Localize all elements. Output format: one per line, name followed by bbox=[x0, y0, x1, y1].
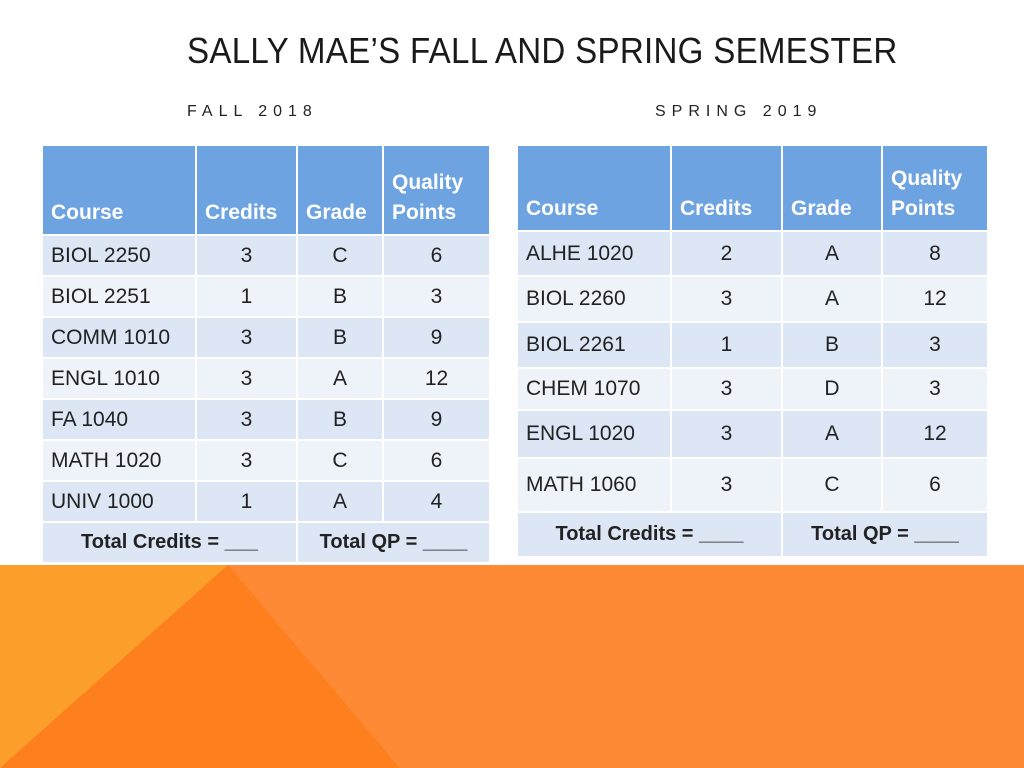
grade-cell: A bbox=[781, 230, 883, 277]
quality-points-cell: 9 bbox=[382, 316, 491, 359]
quality-points-cell: 12 bbox=[881, 275, 989, 323]
grade-column-header: Grade bbox=[781, 144, 883, 232]
grade-cell: B bbox=[296, 316, 384, 359]
header-quality-line: Quality bbox=[392, 171, 464, 194]
table-header-row: Course Credits Grade Quality Points bbox=[516, 144, 989, 232]
grade-cell: A bbox=[296, 480, 384, 523]
quality-points-column-header: Quality Points bbox=[382, 144, 491, 236]
fall-grades-table: Course Credits Grade Quality Points BIOL … bbox=[41, 144, 491, 564]
quality-points-cell: 3 bbox=[881, 367, 989, 411]
credits-cell: 1 bbox=[670, 321, 783, 369]
credits-cell: 3 bbox=[670, 457, 783, 513]
table-row: BIOL 2251 1 B 3 bbox=[41, 275, 491, 318]
table-row: ENGL 1010 3 A 12 bbox=[41, 357, 491, 400]
credits-cell: 3 bbox=[670, 367, 783, 411]
grade-cell: C bbox=[781, 457, 883, 513]
course-cell: ALHE 1020 bbox=[516, 230, 672, 277]
credits-cell: 3 bbox=[195, 234, 298, 277]
quality-points-cell: 8 bbox=[881, 230, 989, 277]
grade-cell: B bbox=[781, 321, 883, 369]
table-row: BIOL 2260 3 A 12 bbox=[516, 275, 989, 323]
grade-cell: A bbox=[296, 357, 384, 400]
credits-cell: 3 bbox=[195, 398, 298, 441]
course-cell: BIOL 2251 bbox=[41, 275, 197, 318]
credits-column-header: Credits bbox=[670, 144, 783, 232]
quality-points-cell: 3 bbox=[382, 275, 491, 318]
grade-cell: A bbox=[781, 409, 883, 459]
table-row: FA 1040 3 B 9 bbox=[41, 398, 491, 441]
quality-points-cell: 9 bbox=[382, 398, 491, 441]
table-row: UNIV 1000 1 A 4 bbox=[41, 480, 491, 523]
grade-cell: C bbox=[296, 234, 384, 277]
course-cell: BIOL 2260 bbox=[516, 275, 672, 323]
quality-points-cell: 12 bbox=[382, 357, 491, 400]
totals-row: Total Credits = ___ Total QP = ____ bbox=[41, 521, 491, 564]
total-qp-text: Total QP = ____ bbox=[296, 521, 491, 564]
total-credits-text: Total Credits = ____ bbox=[516, 511, 783, 558]
quality-points-cell: 12 bbox=[881, 409, 989, 459]
quality-points-cell: 6 bbox=[382, 439, 491, 482]
totals-row: Total Credits = ____ Total QP = ____ bbox=[516, 511, 989, 558]
course-cell: ENGL 1010 bbox=[41, 357, 197, 400]
grade-column-header: Grade bbox=[296, 144, 384, 236]
header-points-line: Points bbox=[392, 201, 457, 224]
spring-semester-label: SPRING 2019 bbox=[655, 103, 823, 120]
header-quality-line: Quality bbox=[891, 167, 963, 190]
course-cell: BIOL 2261 bbox=[516, 321, 672, 369]
grade-cell: C bbox=[296, 439, 384, 482]
course-cell: FA 1040 bbox=[41, 398, 197, 441]
quality-points-cell: 3 bbox=[881, 321, 989, 369]
credits-cell: 1 bbox=[195, 480, 298, 523]
course-cell: ENGL 1020 bbox=[516, 409, 672, 459]
course-cell: CHEM 1070 bbox=[516, 367, 672, 411]
grade-cell: A bbox=[781, 275, 883, 323]
credits-column-header: Credits bbox=[195, 144, 298, 236]
credits-cell: 3 bbox=[670, 275, 783, 323]
course-column-header: Course bbox=[516, 144, 672, 232]
table-row: BIOL 2261 1 B 3 bbox=[516, 321, 989, 369]
grade-cell: B bbox=[296, 398, 384, 441]
table-header-row: Course Credits Grade Quality Points bbox=[41, 144, 491, 236]
course-cell: BIOL 2250 bbox=[41, 234, 197, 277]
table-row: MATH 1020 3 C 6 bbox=[41, 439, 491, 482]
quality-points-column-header: Quality Points bbox=[881, 144, 989, 232]
quality-points-cell: 4 bbox=[382, 480, 491, 523]
course-cell: MATH 1020 bbox=[41, 439, 197, 482]
credits-cell: 3 bbox=[195, 357, 298, 400]
orange-decorative-band bbox=[0, 565, 1024, 768]
credits-cell: 3 bbox=[670, 409, 783, 459]
table-row: BIOL 2250 3 C 6 bbox=[41, 234, 491, 277]
total-qp-text: Total QP = ____ bbox=[781, 511, 989, 558]
credits-cell: 3 bbox=[195, 316, 298, 359]
credits-cell: 2 bbox=[670, 230, 783, 277]
course-column-header: Course bbox=[41, 144, 197, 236]
table-row: CHEM 1070 3 D 3 bbox=[516, 367, 989, 411]
table-row: ENGL 1020 3 A 12 bbox=[516, 409, 989, 459]
total-credits-text: Total Credits = ___ bbox=[41, 521, 298, 564]
quality-points-cell: 6 bbox=[382, 234, 491, 277]
quality-points-cell: 6 bbox=[881, 457, 989, 513]
spring-grades-table: Course Credits Grade Quality Points ALHE … bbox=[516, 144, 989, 558]
course-cell: MATH 1060 bbox=[516, 457, 672, 513]
credits-cell: 3 bbox=[195, 439, 298, 482]
header-points-line: Points bbox=[891, 197, 956, 220]
credits-cell: 1 bbox=[195, 275, 298, 318]
orange-band-middle-triangle bbox=[0, 565, 400, 768]
slide-title: SALLY MAE’S FALL AND SPRING SEMESTER bbox=[187, 30, 898, 71]
grade-cell: D bbox=[781, 367, 883, 411]
table-row: ALHE 1020 2 A 8 bbox=[516, 230, 989, 277]
course-cell: UNIV 1000 bbox=[41, 480, 197, 523]
table-row: MATH 1060 3 C 6 bbox=[516, 457, 989, 513]
course-cell: COMM 1010 bbox=[41, 316, 197, 359]
grade-cell: B bbox=[296, 275, 384, 318]
fall-semester-label: FALL 2018 bbox=[187, 103, 318, 120]
table-row: COMM 1010 3 B 9 bbox=[41, 316, 491, 359]
